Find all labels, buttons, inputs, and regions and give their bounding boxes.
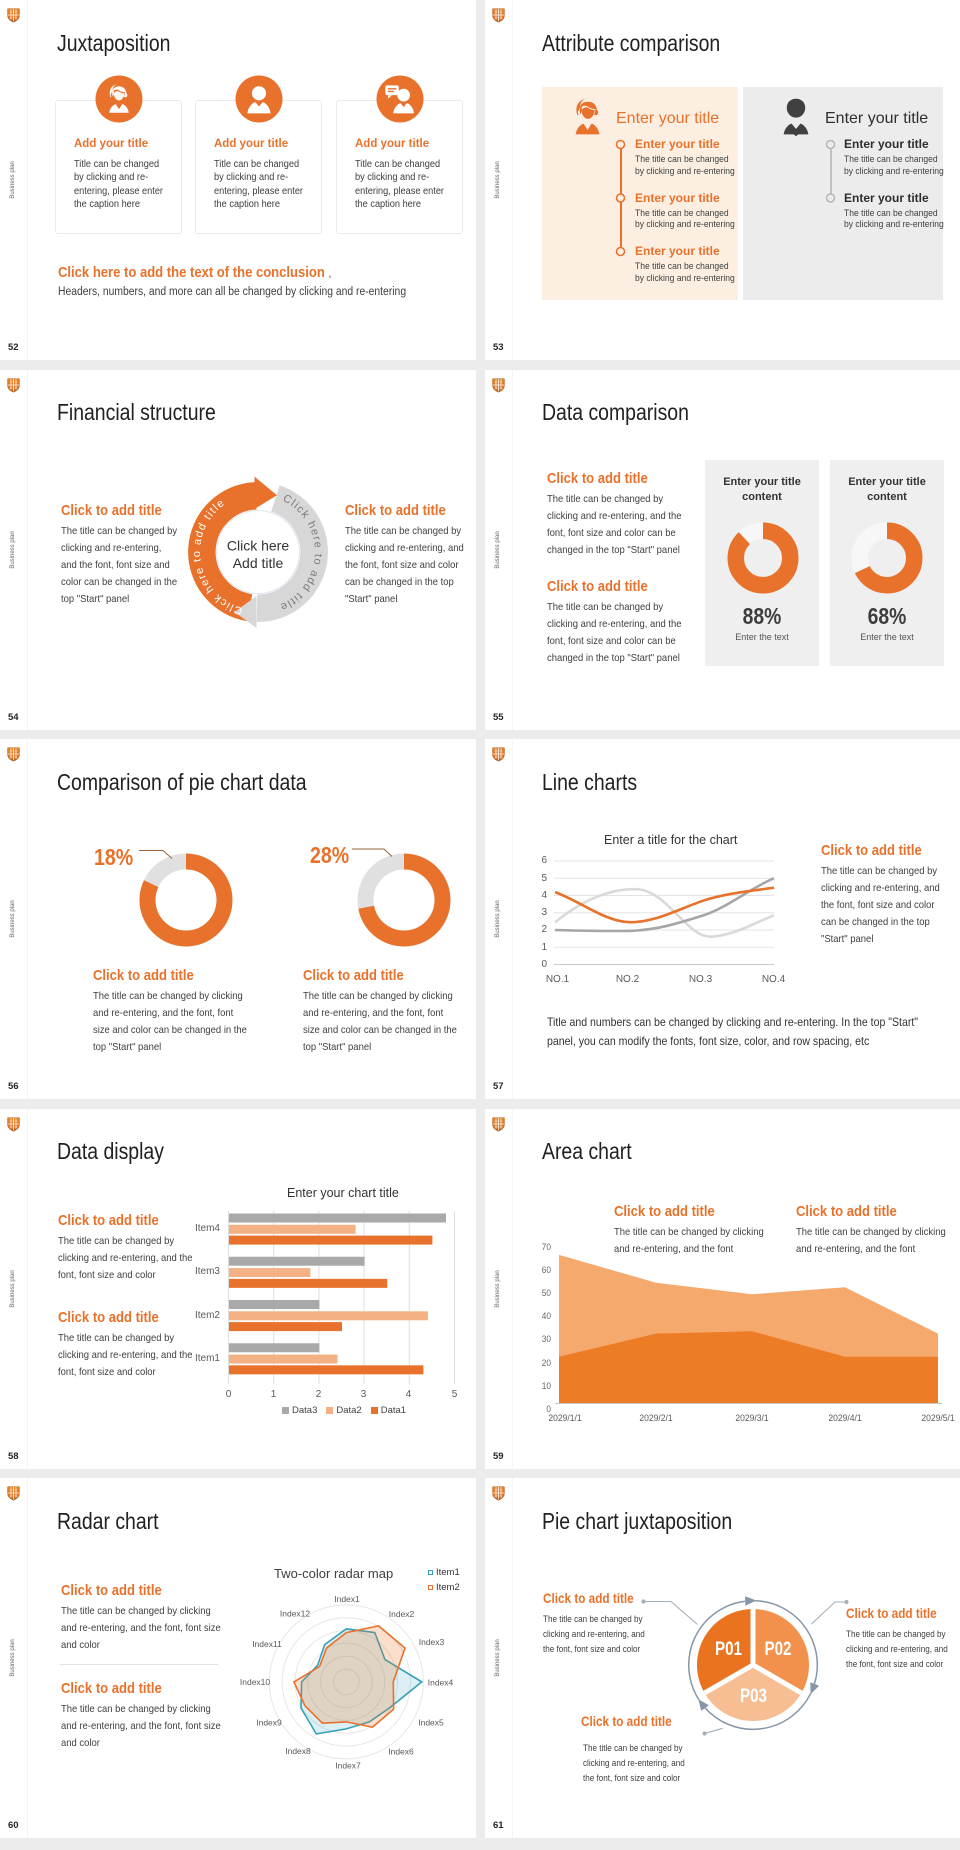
svg-text:Add title: Add title xyxy=(233,555,284,571)
svg-text:Index12: Index12 xyxy=(280,1609,311,1619)
svg-text:Index9: Index9 xyxy=(256,1718,282,1728)
svg-text:Index3: Index3 xyxy=(419,1637,445,1647)
svg-text:Click here: Click here xyxy=(227,537,289,553)
svg-text:P01: P01 xyxy=(715,1639,742,1660)
svg-text:Index2: Index2 xyxy=(389,1609,415,1619)
svg-text:Index4: Index4 xyxy=(428,1678,454,1688)
svg-text:Index6: Index6 xyxy=(388,1747,414,1757)
svg-text:P03: P03 xyxy=(740,1686,767,1707)
svg-text:Index8: Index8 xyxy=(285,1746,311,1756)
svg-text:P02: P02 xyxy=(765,1639,792,1660)
svg-text:Index11: Index11 xyxy=(252,1639,282,1649)
svg-text:Index10: Index10 xyxy=(240,1677,271,1687)
svg-text:Index7: Index7 xyxy=(335,1761,361,1771)
svg-text:Index1: Index1 xyxy=(334,1594,360,1604)
svg-text:Index5: Index5 xyxy=(418,1718,444,1728)
